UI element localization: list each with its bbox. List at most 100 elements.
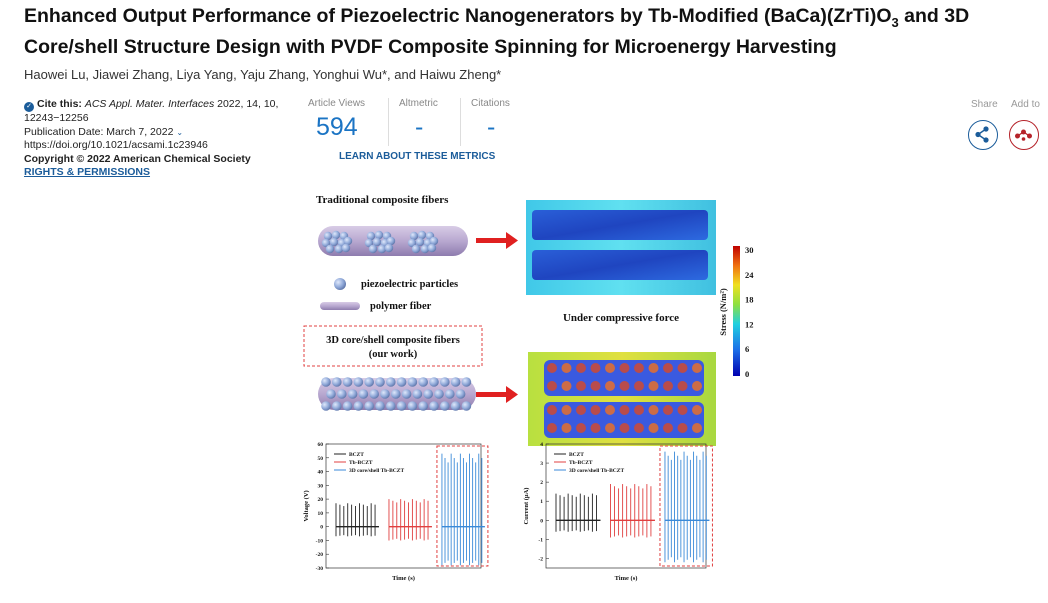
- stress-hotspot: [605, 423, 615, 433]
- check-circle-icon: ✓: [24, 102, 34, 112]
- stress-hotspot: [590, 423, 601, 433]
- particle: [420, 244, 430, 254]
- particle: [386, 401, 396, 411]
- colorbar-tick: 6: [745, 344, 749, 354]
- particle: [329, 237, 339, 247]
- particle: [417, 230, 427, 240]
- mendeley-icon: [1015, 129, 1032, 141]
- particle: [372, 237, 382, 247]
- y-tick-label: 40: [318, 470, 324, 476]
- cite-line: ✓ Cite this: ACS Appl. Mater. Interfaces …: [24, 98, 294, 126]
- highlight-box: [436, 445, 489, 567]
- chart-frame: [325, 443, 482, 569]
- stress-hotspot: [692, 363, 702, 373]
- cite-label[interactable]: Cite this:: [37, 98, 82, 110]
- y-tick-label: 60: [318, 442, 324, 448]
- stress-hotspot: [605, 363, 615, 373]
- particle: [337, 389, 347, 399]
- stress-hotspot: [634, 423, 644, 433]
- particle: [409, 231, 419, 241]
- y-tick-label: 0: [320, 525, 323, 531]
- particle: [401, 389, 412, 399]
- share-button[interactable]: [968, 120, 998, 150]
- particle: [429, 377, 439, 387]
- particle: [374, 230, 384, 240]
- particle: [445, 389, 455, 399]
- share-label: Share: [971, 99, 998, 110]
- stress-hotspot: [576, 363, 586, 373]
- particle: [353, 401, 364, 411]
- particle: [347, 389, 358, 399]
- core-shell-label-2: (our work): [369, 349, 418, 360]
- y-tick-label: -1: [538, 537, 543, 543]
- core-shell-box: [303, 325, 483, 367]
- citation-details: 2022, 14, 10, 12243−12256: [24, 98, 279, 124]
- particle: [364, 238, 374, 248]
- arrow-bottom: [476, 386, 518, 403]
- particle: [331, 230, 341, 240]
- particle: [396, 377, 407, 387]
- metric-citations[interactable]: Citations -: [460, 98, 541, 146]
- particle: [461, 401, 472, 411]
- stress-hotspot: [619, 363, 630, 373]
- author-list[interactable]: Haowei Lu, Jiawei Zhang, Liya Yang, Yaju…: [24, 67, 502, 82]
- stress-hotspot: [619, 423, 630, 433]
- title-subscript: 3: [891, 14, 899, 30]
- y-tick-label: 20: [318, 497, 324, 503]
- stress-hotspot: [547, 405, 557, 415]
- learn-metrics-link[interactable]: LEARN ABOUT THESE METRICS: [339, 151, 496, 162]
- particle: [429, 236, 439, 246]
- x-axis-label: Time (s): [615, 575, 638, 582]
- legend-label: BCZT: [569, 452, 584, 458]
- legend-label: 3D core/shell Tb-BCZT: [349, 468, 404, 474]
- particle: [455, 389, 466, 399]
- particle: [321, 238, 331, 248]
- stress-hotspot: [663, 381, 673, 391]
- stress-label: Stress (N/m²): [718, 288, 728, 336]
- particle: [366, 231, 376, 241]
- doi-link[interactable]: https://doi.org/10.1021/acsami.1c23946: [24, 139, 208, 151]
- particle: [440, 401, 450, 411]
- particle: [368, 244, 378, 254]
- rights-permissions-link[interactable]: RIGHTS & PERMISSIONS: [24, 166, 151, 178]
- particle: [418, 401, 428, 411]
- stress-hotspot: [692, 381, 702, 391]
- particle: [358, 389, 369, 399]
- metric-altmetric[interactable]: Altmetric -: [388, 98, 465, 146]
- particle: [411, 244, 421, 254]
- stress-hotspot: [561, 405, 572, 415]
- colorbar-tick: 12: [745, 319, 754, 329]
- toc-graphic: Traditional composite fibers piezoelectr…: [303, 194, 754, 582]
- publication-date[interactable]: Publication Date: March 7, 2022 ⌄: [24, 125, 184, 138]
- stress-hotspot: [648, 405, 659, 415]
- y-tick-label: 0: [540, 518, 543, 524]
- stress-hotspot: [677, 363, 688, 373]
- y-tick-label: 4: [540, 442, 543, 448]
- particle: [341, 243, 351, 253]
- legend-label: Tb-BCZT: [349, 460, 373, 466]
- y-axis-label: Voltage (V): [303, 490, 310, 521]
- x-axis-label: Time (s): [392, 575, 415, 582]
- stress-hotspot: [634, 405, 644, 415]
- stress-hotspot: [663, 363, 673, 373]
- y-tick-label: 50: [318, 456, 324, 462]
- stress-hotspot: [648, 381, 659, 391]
- core-shell-particles: [321, 377, 472, 411]
- y-tick-label: -10: [316, 538, 324, 544]
- colorbar-tick: 0: [745, 369, 749, 379]
- particle: [321, 401, 331, 411]
- legend-label: 3D core/shell Tb-BCZT: [569, 468, 624, 474]
- particle: [427, 243, 437, 253]
- add-to-label: Add to: [1011, 99, 1040, 110]
- metric-article-views: Article Views 594: [308, 98, 388, 146]
- voltage-chart: 60 50 40 30 20 10 0 -10 -20 -30 Time (s) Voltage (V…: [303, 442, 489, 582]
- stress-hotspot: [677, 423, 688, 433]
- journal-name: ACS Appl. Mater. Interfaces: [84, 98, 215, 110]
- colorbar-tick: 18: [745, 295, 754, 305]
- add-to-mendeley-button[interactable]: [1009, 120, 1039, 150]
- stress-hotspot: [547, 363, 557, 373]
- compress-label: Under compressive force: [563, 312, 679, 324]
- particle: [342, 401, 353, 411]
- particle-legend-icon: [334, 278, 346, 290]
- copyright: Copyright © 2022 American Chemical Socie…: [24, 152, 251, 165]
